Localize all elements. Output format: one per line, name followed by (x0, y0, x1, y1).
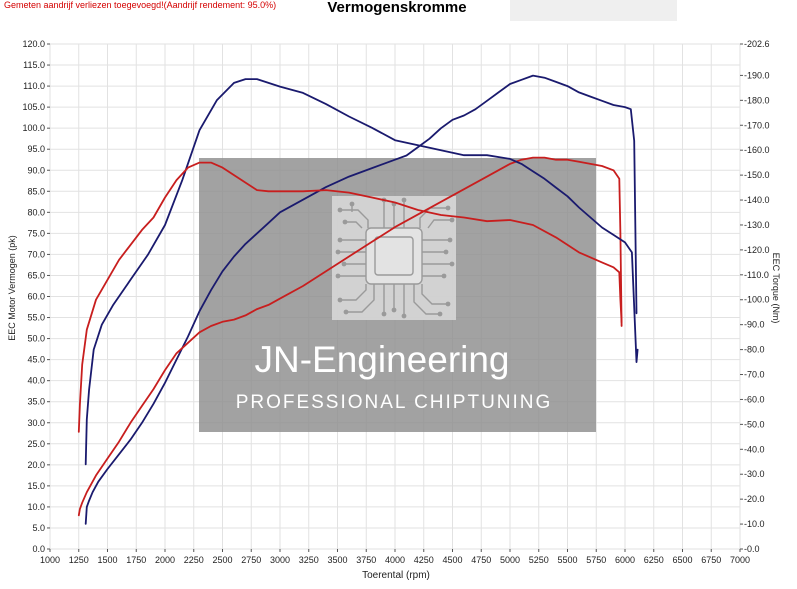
title-bar-panel (510, 0, 677, 21)
watermark: JN-Engineering PROFESSIONAL CHIPTUNING (199, 158, 596, 432)
y-left-tick-label: 110.0 (23, 81, 45, 91)
x-tick-label: 1250 (69, 555, 89, 565)
y-left-tick-label: 90.0 (27, 165, 45, 175)
x-tick-label: 2250 (184, 555, 204, 565)
series-line-4 (77, 161, 623, 433)
y-left-tick-label: 25.0 (27, 439, 45, 449)
y-right-tick-label: -170.0 (744, 120, 770, 130)
y-left-tick-label: 100.0 (22, 123, 45, 133)
x-tick-label: 6250 (644, 555, 664, 565)
x-tick-label: 3500 (327, 555, 347, 565)
series-line-1 (84, 74, 638, 525)
y-left-tick-label: 85.0 (27, 186, 45, 196)
x-tick-label: 3750 (356, 555, 376, 565)
y-right-tick-label: -100.0 (744, 295, 770, 305)
y-right-tick-label: -40.0 (744, 444, 765, 454)
y-left-tick-label: 70.0 (27, 249, 45, 259)
y-right-tick-label: -130.0 (744, 220, 770, 230)
y-left-tick-label: 55.0 (27, 313, 45, 323)
y-left-tick-label: 50.0 (27, 334, 45, 344)
series-line-3 (84, 78, 639, 466)
x-tick-label: 1750 (126, 555, 146, 565)
x-tick-label: 4750 (471, 555, 491, 565)
y-right-tick-label: -110.0 (744, 270, 769, 280)
x-tick-label: 3000 (270, 555, 290, 565)
drivetrain-loss-note: Gemeten aandrijf verliezen toegevoegd!(A… (4, 0, 277, 10)
x-tick-label: 5000 (500, 555, 520, 565)
y-right-tick-label: -180.0 (744, 95, 770, 105)
x-tick-label: 1000 (40, 555, 60, 565)
x-tick-label: 2500 (212, 555, 232, 565)
x-tick-label: 5500 (557, 555, 577, 565)
watermark-brand: JN-Engineering (254, 339, 509, 380)
y-left-tick-label: 115.0 (23, 60, 45, 70)
y-left-tick-label: 95.0 (27, 144, 45, 154)
y-left-tick-label: 80.0 (27, 207, 45, 217)
y-axis-right-label: EEC Torque (Nm) (771, 253, 781, 324)
y-left-tick-label: 35.0 (27, 397, 45, 407)
y-left-tick-label: 0.0 (32, 544, 45, 554)
y-left-tick-label: 30.0 (27, 418, 45, 428)
y-left-tick-label: 105.0 (22, 102, 45, 112)
y-right-tick-label: -150.0 (744, 170, 770, 180)
y-right-tick-label: -80.0 (744, 345, 765, 355)
x-tick-label: 4000 (385, 555, 405, 565)
series-line-2 (77, 156, 623, 517)
y-left-tick-label: 45.0 (27, 355, 45, 365)
y-right-tick-label: -140.0 (744, 195, 770, 205)
x-tick-label: 6000 (615, 555, 635, 565)
axes: 1000 1250 1500 1750 2000 2250 2500 2750 3000 3250… (22, 39, 769, 565)
y-left-tick-label: 5.0 (32, 523, 45, 533)
x-tick-label: 3250 (299, 555, 319, 565)
x-tick-label: 6750 (701, 555, 721, 565)
x-tick-label: 5750 (586, 555, 606, 565)
y-right-tick-label: -202.6 (744, 39, 770, 49)
y-axis-left-label: EEC Motor Vermogen (pk) (7, 235, 17, 341)
y-left-tick-label: 60.0 (27, 292, 45, 302)
y-right-tick-label: -160.0 (744, 145, 770, 155)
y-left-tick-label: 40.0 (27, 376, 45, 386)
y-right-tick-label: -30.0 (744, 469, 765, 479)
chart-title: Vermogenskromme (327, 0, 467, 16)
watermark-tagline: PROFESSIONAL CHIPTUNING (236, 392, 553, 413)
x-tick-label: 2000 (155, 555, 175, 565)
y-right-tick-label: -50.0 (744, 419, 765, 429)
y-right-tick-label: -120.0 (744, 245, 770, 255)
x-tick-label: 1500 (97, 555, 117, 565)
y-left-tick-label: 10.0 (27, 502, 45, 512)
y-right-tick-label: -20.0 (744, 494, 765, 504)
y-left-tick-label: 15.0 (27, 481, 45, 491)
x-tick-label: 7000 (730, 555, 750, 565)
series-lines (77, 74, 639, 525)
x-axis-label: Toerental (rpm) (362, 570, 430, 581)
axis-labels: Toerental (rpm) EEC Motor Vermogen (pk) … (7, 235, 781, 581)
x-tick-label: 6500 (672, 555, 692, 565)
x-tick-label: 4250 (414, 555, 434, 565)
x-tick-label: 5250 (529, 555, 549, 565)
y-right-tick-label: -190.0 (744, 70, 770, 80)
y-left-tick-label: 120.0 (22, 39, 45, 49)
y-left-tick-label: 75.0 (27, 228, 45, 238)
y-right-tick-label: -70.0 (744, 370, 765, 380)
y-right-tick-label: -10.0 (744, 519, 765, 529)
x-tick-label: 4500 (442, 555, 462, 565)
y-right-tick-label: -60.0 (744, 394, 765, 404)
x-tick-label: 2750 (241, 555, 261, 565)
y-right-tick-label: -90.0 (744, 320, 765, 330)
circuit-chip-icon (332, 196, 456, 320)
y-left-tick-label: 65.0 (27, 270, 45, 280)
y-left-tick-label: 20.0 (27, 460, 45, 470)
y-right-tick-label: -0.0 (744, 544, 760, 554)
